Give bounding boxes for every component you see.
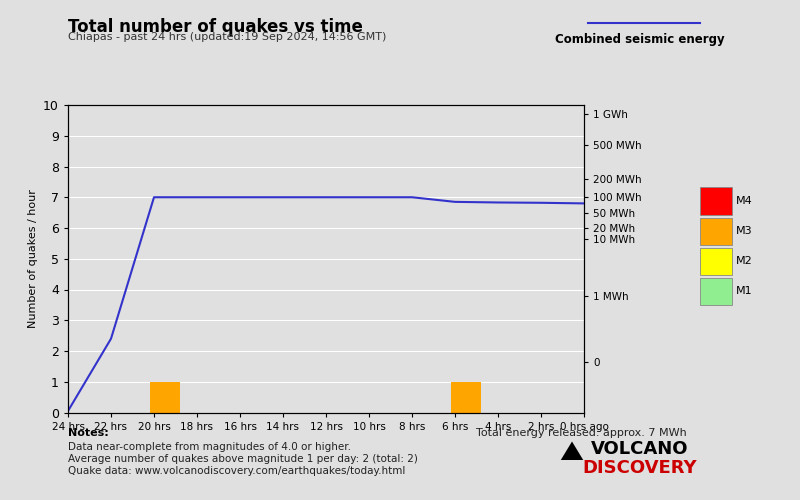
Text: M3: M3 (736, 226, 753, 236)
Text: Combined seismic energy: Combined seismic energy (555, 32, 725, 46)
Text: Notes:: Notes: (68, 428, 109, 438)
Text: M4: M4 (736, 196, 753, 206)
Text: VOLCANO: VOLCANO (591, 440, 689, 458)
Bar (450, 382, 481, 412)
Text: Total number of quakes vs time: Total number of quakes vs time (68, 18, 363, 36)
Text: Data near-complete from magnitudes of 4.0 or higher.: Data near-complete from magnitudes of 4.… (68, 442, 351, 452)
Bar (150, 382, 180, 412)
Text: Total energy released: approx. 7 MWh: Total energy released: approx. 7 MWh (476, 428, 686, 438)
Text: M2: M2 (736, 256, 753, 266)
Text: Quake data: www.volcanodiscovery.com/earthquakes/today.html: Quake data: www.volcanodiscovery.com/ear… (68, 466, 406, 476)
Y-axis label: Number of quakes / hour: Number of quakes / hour (27, 190, 38, 328)
Text: Average number of quakes above magnitude 1 per day: 2 (total: 2): Average number of quakes above magnitude… (68, 454, 418, 464)
Text: M1: M1 (736, 286, 753, 296)
Text: DISCOVERY: DISCOVERY (582, 459, 698, 477)
Text: Chiapas - past 24 hrs (updated:19 Sep 2024, 14:56 GMT): Chiapas - past 24 hrs (updated:19 Sep 20… (68, 32, 386, 42)
